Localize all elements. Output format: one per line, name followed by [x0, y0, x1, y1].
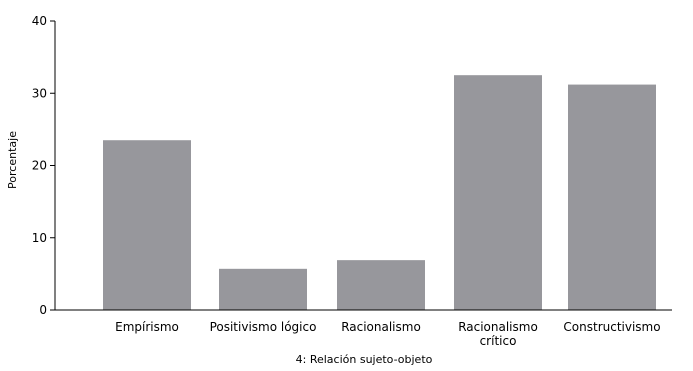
- y-tick-label: 10: [32, 231, 47, 245]
- bar: [103, 140, 191, 310]
- bar: [568, 84, 656, 310]
- bars-group: [103, 75, 656, 310]
- bar: [454, 75, 542, 310]
- x-category-label: Constructivismo: [563, 320, 660, 334]
- x-category-label: Racionalismo: [341, 320, 421, 334]
- y-axis-ticks: 0 10 20 30 40: [32, 14, 55, 317]
- y-tick-label: 0: [39, 303, 47, 317]
- y-tick-label: 20: [32, 159, 47, 173]
- bar: [337, 260, 425, 310]
- y-tick-label: 40: [32, 14, 47, 28]
- y-axis-title: Porcentaje: [6, 131, 19, 189]
- x-category-label: Positivismo lógico: [210, 320, 317, 334]
- y-tick-label: 30: [32, 86, 47, 100]
- x-axis-category-labels: Empírismo Positivismo lógico Racionalismo R…: [115, 320, 660, 348]
- x-axis-title: 4: Relación sujeto-objeto: [296, 353, 433, 366]
- bar: [219, 268, 307, 310]
- x-category-label: Racionalismo crítico: [458, 320, 538, 348]
- x-category-label: Empírismo: [115, 320, 179, 334]
